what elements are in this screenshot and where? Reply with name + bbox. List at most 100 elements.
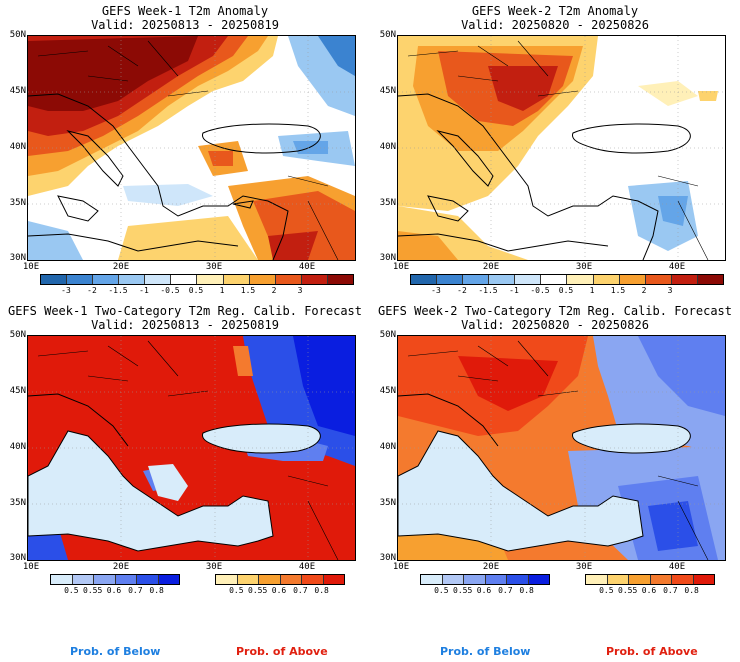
- panel-title: GEFS Week-1 Two-Category T2m Reg. Calib.…: [7, 304, 362, 318]
- lat-label: 50N: [9, 330, 26, 340]
- colorbar-tick-label: -0.5: [160, 286, 180, 295]
- colorbar-swatch: [528, 575, 549, 584]
- lon-label: 10E: [22, 562, 40, 572]
- colorbar-tick-label: 0.7: [663, 586, 678, 595]
- colorbar-tick-label: 0.5: [558, 286, 574, 295]
- colorbar-tick-label: 1: [589, 286, 595, 295]
- lat-label: 30N: [9, 253, 26, 263]
- colorbar-tick-label: 0.55: [83, 586, 103, 595]
- lon-label: 30E: [205, 262, 223, 272]
- colorbar-tick-label: 0.5: [64, 586, 79, 595]
- colorbar-tick-label: 0.7: [293, 586, 308, 595]
- colorbar-swatch: [645, 275, 672, 284]
- colorbar-tick-label: -2: [457, 286, 467, 295]
- colorbar-tick-label: -2: [87, 286, 97, 295]
- lon-label: 30E: [205, 562, 223, 572]
- lat-label: 40N: [9, 442, 26, 452]
- colorbar-swatch: [94, 575, 116, 584]
- map-canvas: [28, 36, 355, 260]
- lon-label: 40E: [298, 562, 316, 572]
- prob-above-label: Prob. of Above: [236, 645, 328, 658]
- colorbar-tick-label: -1: [139, 286, 149, 295]
- colorbar-swatch: [223, 275, 250, 284]
- panel-week2-probability: GEFS Week-2 Two-Category T2m Reg. Calib.…: [370, 300, 740, 600]
- lat-label: 50N: [379, 30, 396, 40]
- lon-label: 10E: [22, 262, 40, 272]
- panel-title: GEFS Week-2 Two-Category T2m Reg. Calib.…: [377, 304, 732, 318]
- colorbar-swatch: [119, 275, 146, 284]
- prob-above-label: Prob. of Above: [606, 645, 698, 658]
- colorbar-swatch: [593, 275, 620, 284]
- lon-label: 10E: [392, 262, 410, 272]
- panel-valid-dates: Valid: 20250813 - 20250819: [91, 18, 279, 32]
- colorbar-swatch: [463, 275, 490, 284]
- colorbar-swatch: [619, 275, 646, 284]
- colorbar-swatch: [259, 575, 281, 584]
- colorbar-swatch: [323, 575, 344, 584]
- colorbar-tick-label: 0.55: [248, 586, 268, 595]
- colorbar-tick-label: 0.8: [519, 586, 534, 595]
- colorbar-swatch: [327, 275, 353, 284]
- below-colorbar: [50, 574, 180, 585]
- colorbar-tick-label: -0.5: [530, 286, 550, 295]
- above-colorbar: [215, 574, 345, 585]
- colorbar-tick-label: 2: [641, 286, 647, 295]
- probability-map-week2: [397, 335, 726, 561]
- colorbar-swatch: [541, 275, 568, 284]
- lat-label: 30N: [379, 553, 396, 563]
- colorbar-tick-label: 0.55: [453, 586, 473, 595]
- lon-label: 20E: [112, 262, 130, 272]
- colorbar-tick-label: 1.5: [610, 286, 626, 295]
- colorbar-swatch: [216, 575, 238, 584]
- colorbar-tick-label: 3: [667, 286, 673, 295]
- lon-label: 30E: [575, 562, 593, 572]
- colorbar-swatch: [280, 575, 302, 584]
- colorbar-swatch: [697, 275, 723, 284]
- anomaly-map-week2: [397, 35, 726, 261]
- map-canvas: [398, 336, 725, 560]
- colorbar-swatch: [197, 275, 224, 284]
- colorbar-tick-label: 0.8: [149, 586, 164, 595]
- above-colorbar: [585, 574, 715, 585]
- map-canvas: [28, 336, 355, 560]
- colorbar-swatch: [421, 575, 443, 584]
- colorbar-swatch: [51, 575, 73, 584]
- colorbar-tick-label: -3: [61, 286, 71, 295]
- colorbar-swatch: [485, 575, 507, 584]
- map-canvas: [398, 36, 725, 260]
- colorbar-swatch: [567, 275, 594, 284]
- colorbar-swatch: [672, 575, 694, 584]
- colorbar-tick-label: -1: [509, 286, 519, 295]
- lat-label: 40N: [379, 142, 396, 152]
- panel-valid-dates: Valid: 20250820 - 20250826: [461, 18, 649, 32]
- lat-label: 30N: [9, 553, 26, 563]
- colorbar-swatch: [237, 575, 259, 584]
- colorbar-tick-label: 0.7: [128, 586, 143, 595]
- colorbar-swatch: [67, 275, 94, 284]
- colorbar-swatch: [489, 275, 516, 284]
- lat-label: 40N: [9, 142, 26, 152]
- colorbar-tick-label: 1: [219, 286, 225, 295]
- colorbar-swatch: [93, 275, 120, 284]
- colorbar-swatch: [249, 275, 276, 284]
- colorbar-swatch: [302, 575, 324, 584]
- colorbar-tick-label: 1.5: [240, 286, 256, 295]
- lat-label: 35N: [9, 198, 26, 208]
- colorbar-tick-label: -1.5: [108, 286, 128, 295]
- lat-label: 30N: [379, 253, 396, 263]
- lat-label: 45N: [9, 386, 26, 396]
- colorbar-swatch: [145, 275, 172, 284]
- colorbar-tick-label: 0.7: [498, 586, 513, 595]
- panel-valid-dates: Valid: 20250820 - 20250826: [461, 318, 649, 332]
- colorbar-swatch: [671, 275, 698, 284]
- colorbar-swatch: [693, 575, 714, 584]
- colorbar-swatch: [607, 575, 629, 584]
- lon-label: 40E: [298, 262, 316, 272]
- colorbar-tick-label: 0.55: [618, 586, 638, 595]
- lat-label: 40N: [379, 442, 396, 452]
- colorbar-tick-label: -3: [431, 286, 441, 295]
- panel-valid-dates: Valid: 20250813 - 20250819: [91, 318, 279, 332]
- colorbar-swatch: [158, 575, 179, 584]
- colorbar-tick-label: 0.6: [641, 586, 657, 595]
- panel-title: GEFS Week-1 T2m Anomaly: [101, 4, 269, 18]
